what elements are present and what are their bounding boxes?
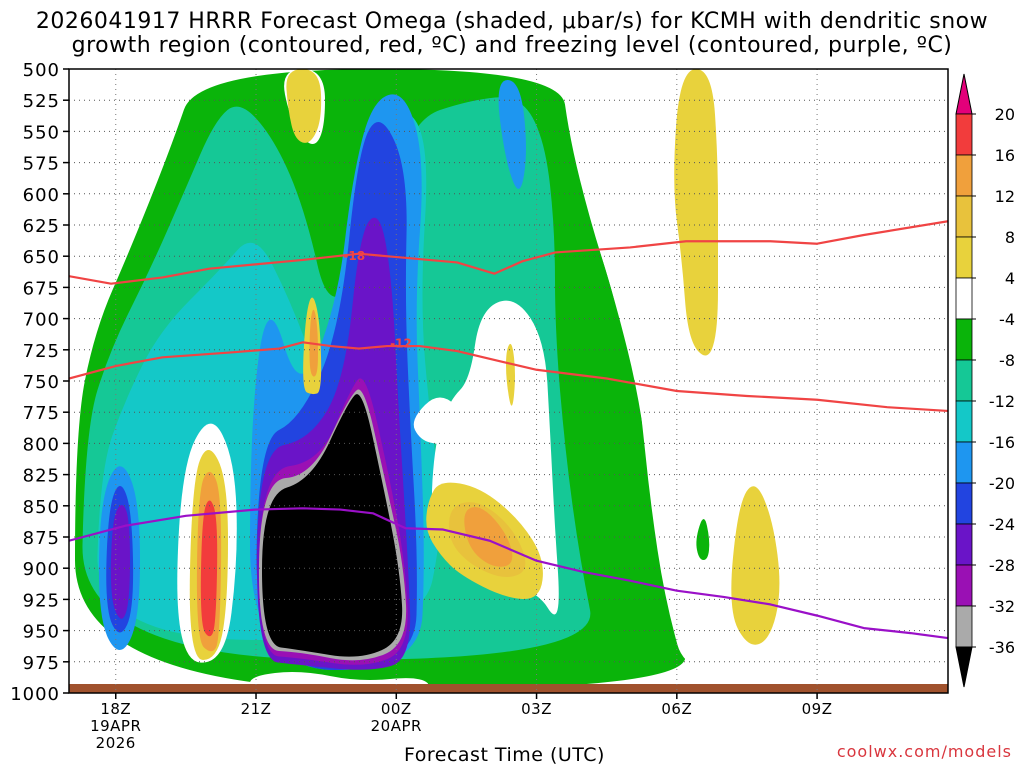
ground-surface: [69, 684, 948, 693]
omega-region-yellow: [506, 343, 515, 406]
omega-region-orange: [464, 507, 513, 567]
x-tick-label: 20APR: [371, 717, 422, 735]
omega-region-black: [262, 394, 403, 657]
x-tick-label: 06Z: [661, 700, 692, 718]
omega-region-white: [583, 69, 948, 690]
omega-region-green: [549, 130, 618, 326]
y-tick-label: 975: [23, 653, 60, 674]
contour-label: -18: [343, 249, 365, 263]
colorbar-segment: [955, 195, 973, 238]
y-tick-label: 525: [23, 91, 60, 112]
y-tick-label: 550: [23, 122, 60, 143]
colorbar-label: 8: [1005, 228, 1015, 247]
omega-region-yellow: [674, 69, 718, 356]
colorbar-label: 16: [995, 146, 1015, 165]
colorbar-segment: [955, 236, 973, 279]
y-tick-label: 575: [23, 154, 60, 175]
omega-region-yellow: [731, 486, 780, 645]
colorbar-label: -12: [989, 392, 1015, 411]
colorbar-label: -28: [989, 556, 1015, 575]
colorbar-label: -36: [989, 638, 1015, 657]
contour-label: -12: [390, 337, 412, 351]
y-tick-label: 825: [23, 466, 60, 487]
y-tick-label: 725: [23, 341, 60, 362]
y-tick-label: 675: [23, 278, 60, 299]
x-tick-label: 00Z: [381, 700, 412, 718]
omega-region-purple: [110, 505, 130, 619]
colorbar-label: -24: [989, 515, 1015, 534]
colorbar-segment: [955, 154, 973, 197]
colorbar-segment: [955, 400, 973, 443]
contour-line: [69, 507, 948, 640]
colorbar-label: 12: [995, 187, 1015, 206]
y-tick-label: 1000: [10, 684, 60, 705]
colorbar-segment: [955, 113, 973, 156]
omega-region-yellow: [286, 69, 322, 143]
y-tick-label: 600: [23, 185, 60, 206]
x-axis-title: Forecast Time (UTC): [404, 744, 605, 766]
x-tick-label: 21Z: [241, 700, 272, 718]
colorbar-label: -16: [989, 433, 1015, 452]
y-tick-label: 700: [23, 310, 60, 331]
y-tick-label: 650: [23, 247, 60, 268]
omega-region-green: [696, 519, 710, 560]
colorbar-segment: [955, 441, 973, 484]
colorbar-label: -8: [999, 351, 1015, 370]
colorbar-segment: [955, 277, 973, 320]
credit-link[interactable]: coolwx.com/models: [836, 742, 1012, 761]
y-tick-label: 875: [23, 528, 60, 549]
y-tick-label: 625: [23, 216, 60, 237]
y-tick-label: 500: [23, 60, 60, 81]
colorbar-label: 20: [995, 105, 1015, 124]
colorbar-label: 4: [1005, 269, 1015, 288]
colorbar-segment: [955, 482, 973, 525]
x-tick-label: 18Z: [100, 700, 131, 718]
y-tick-label: 800: [23, 434, 60, 455]
omega-region-lightblue: [498, 80, 526, 189]
colorbar-segment: [955, 359, 973, 402]
colorbar-arrow-top: [955, 73, 973, 115]
y-tick-label: 850: [23, 497, 60, 518]
colorbar-segment: [955, 605, 973, 648]
y-tick-label: 775: [23, 403, 60, 424]
y-tick-label: 950: [23, 622, 60, 643]
colorbar-label: -4: [999, 310, 1015, 329]
colorbar-arrow-bottom: [955, 646, 973, 688]
colorbar-label: -32: [989, 597, 1015, 616]
x-tick-label: 09Z: [802, 700, 833, 718]
y-tick-label: 750: [23, 372, 60, 393]
x-tick-label: 2026: [96, 734, 136, 752]
colorbar-label: -20: [989, 474, 1015, 493]
colorbar-segment: [955, 523, 973, 566]
colorbar-segment: [955, 318, 973, 361]
y-tick-label: 900: [23, 559, 60, 580]
x-tick-label: 19APR: [90, 717, 141, 735]
omega-region-white: [413, 397, 468, 445]
colorbar-segment: [955, 564, 973, 607]
chart-title-line-1: 2026041917 HRRR Forecast Omega (shaded, …: [35, 9, 989, 34]
contour-line: [69, 220, 948, 285]
chart-title-line-2: growth region (contoured, red, ºC) and f…: [71, 33, 953, 58]
y-tick-label: 925: [23, 590, 60, 611]
contour-line: [69, 341, 948, 413]
x-tick-label: 03Z: [521, 700, 552, 718]
